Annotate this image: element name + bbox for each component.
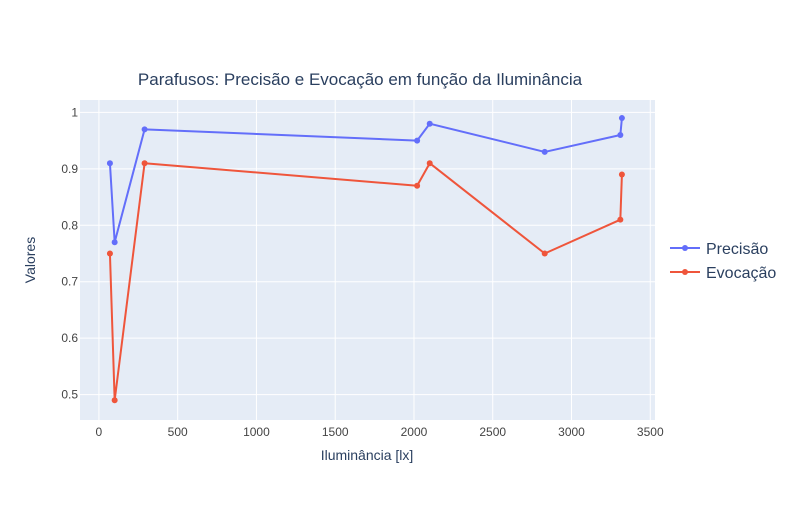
data-point-1-4[interactable] (426, 160, 433, 167)
grid-layer (80, 100, 655, 420)
data-point-0-4[interactable] (426, 120, 433, 127)
legend-item-precisao[interactable]: Precisão (670, 241, 768, 258)
data-point-0-3[interactable] (414, 137, 421, 144)
x-axis-label: Iluminância [lx] (321, 447, 414, 463)
legend-marker-evocacao (682, 269, 688, 275)
x-tick-labels: 0 500 1000 1500 2000 2500 3000 3500 (96, 425, 664, 439)
data-point-0-6[interactable] (617, 131, 624, 138)
x-tick-label: 2500 (479, 425, 506, 439)
plot-area (80, 100, 655, 420)
data-point-0-7[interactable] (618, 115, 625, 122)
legend-label-evocacao: Evocação (706, 265, 776, 282)
x-tick-label: 1000 (243, 425, 270, 439)
y-tick-label: 0.8 (61, 218, 78, 232)
x-tick-label: 3000 (558, 425, 585, 439)
data-point-0-5[interactable] (541, 148, 548, 155)
y-tick-label: 0.6 (61, 331, 78, 345)
x-tick-label: 3500 (637, 425, 664, 439)
legend-label-precisao: Precisão (706, 241, 768, 258)
series-layer (106, 115, 625, 404)
series-line-1 (108, 162, 623, 402)
data-point-1-2[interactable] (141, 160, 148, 167)
x-tick-label: 0 (96, 425, 103, 439)
y-tick-label: 0.9 (61, 162, 78, 176)
y-tick-label: 0.5 (61, 388, 78, 402)
data-point-0-2[interactable] (141, 126, 148, 133)
data-point-1-0[interactable] (106, 250, 113, 257)
legend: Precisão Evocação (670, 241, 776, 282)
data-point-1-5[interactable] (541, 250, 548, 257)
data-point-1-6[interactable] (617, 216, 624, 223)
series-line-0 (108, 117, 623, 244)
x-tick-label: 500 (168, 425, 188, 439)
data-point-1-3[interactable] (414, 182, 421, 189)
data-point-0-1[interactable] (111, 239, 118, 246)
legend-item-evocacao[interactable]: Evocação (670, 265, 776, 282)
data-point-1-7[interactable] (618, 171, 625, 178)
chart-title: Parafusos: Precisão e Evocação em função… (138, 70, 583, 89)
y-axis-label: Valores (22, 237, 38, 283)
x-tick-label: 2000 (401, 425, 428, 439)
data-point-0-0[interactable] (106, 160, 113, 167)
data-point-1-1[interactable] (111, 397, 118, 404)
y-tick-label: 0.7 (61, 275, 78, 289)
y-tick-label: 1 (71, 105, 78, 119)
legend-marker-precisao (682, 245, 688, 251)
y-tick-labels: 0.5 0.6 0.7 0.8 0.9 1 (61, 105, 78, 401)
x-tick-label: 1500 (322, 425, 349, 439)
